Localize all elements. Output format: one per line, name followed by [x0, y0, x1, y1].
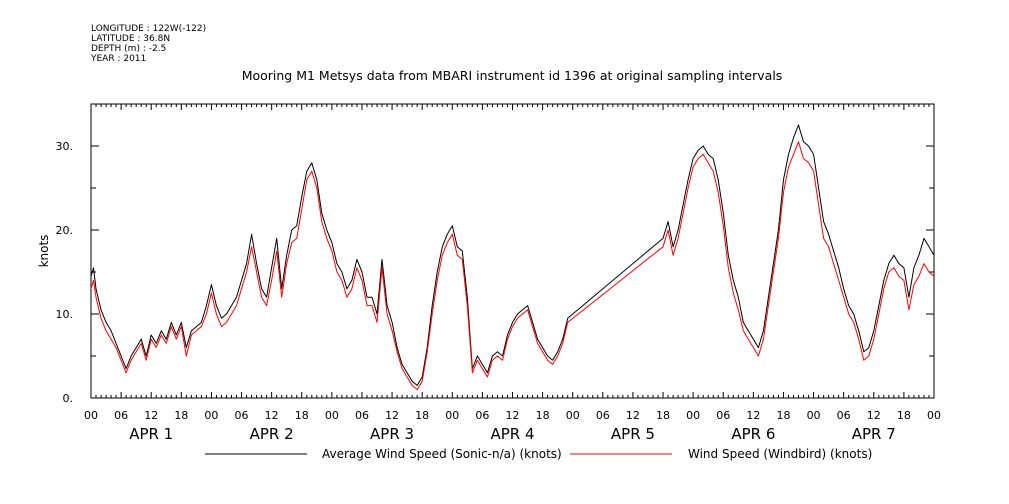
day-label: APR 1 — [129, 425, 173, 443]
series-line-average-wind-speed — [90, 124, 935, 386]
x-tick-label: 18 — [776, 409, 790, 422]
y-tick-label: 30. — [56, 140, 74, 153]
x-tick-label: 12 — [144, 409, 158, 422]
meta-latitude: LATITUDE : 36.8N — [91, 34, 170, 44]
chart-title: Mooring M1 Metsys data from MBARI instru… — [242, 68, 783, 83]
x-tick-label: 18 — [295, 409, 309, 422]
x-tick-label: 18 — [897, 409, 911, 422]
x-tick-labels: 00 06 12 18 00 06 12 18 00 06 12 18 00 06 12 18 00 06 12 18… — [84, 409, 941, 422]
day-label: APR 2 — [250, 425, 294, 443]
y-tick-labels: 0. 10. 20. 30. — [56, 140, 74, 405]
day-label: APR 7 — [852, 425, 896, 443]
y-tick-label: 20. — [56, 224, 74, 237]
x-tick-label: 00 — [325, 409, 339, 422]
x-tick-label: 00 — [84, 409, 98, 422]
y-tick-label: 0. — [63, 392, 74, 405]
x-tick-label: 12 — [746, 409, 760, 422]
plot-frame — [90, 103, 935, 399]
x-tick-label: 06 — [114, 409, 128, 422]
legend-label-windbird: Wind Speed (Windbird) (knots) — [688, 447, 872, 461]
metadata-block: LONGITUDE : 122W(-122) LATITUDE : 36.8N … — [90, 24, 206, 64]
x-tick-label: 12 — [265, 409, 279, 422]
x-tick-label: 18 — [415, 409, 429, 422]
day-label: APR 6 — [731, 425, 775, 443]
day-label: APR 5 — [611, 425, 655, 443]
x-tick-label: 00 — [807, 409, 821, 422]
day-label: APR 4 — [490, 425, 534, 443]
x-tick-label: 18 — [174, 409, 188, 422]
meta-longitude: LONGITUDE : 122W(-122) — [91, 24, 206, 34]
x-tick-label: 18 — [536, 409, 550, 422]
x-tick-label: 06 — [355, 409, 369, 422]
meta-year: YEAR : 2011 — [90, 54, 146, 64]
x-tick-label: 18 — [656, 409, 670, 422]
x-tick-label: 12 — [506, 409, 520, 422]
x-tick-label: 06 — [235, 409, 249, 422]
y-axis-label: knots — [37, 235, 51, 268]
x-tick-label: 06 — [596, 409, 610, 422]
legend-label-average: Average Wind Speed (Sonic-n/a) (knots) — [322, 447, 562, 461]
day-labels: APR 1 APR 2 APR 3 APR 4 APR 5 APR 6 APR 7 — [129, 425, 896, 443]
axis-ticks — [90, 103, 935, 399]
x-tick-label: 12 — [867, 409, 881, 422]
meta-depth: DEPTH (m) : -2.5 — [91, 44, 166, 54]
x-tick-label: 12 — [385, 409, 399, 422]
x-tick-label: 06 — [837, 409, 851, 422]
day-label: APR 3 — [370, 425, 414, 443]
series-layer — [90, 124, 935, 391]
x-tick-label: 00 — [566, 409, 580, 422]
x-tick-label: 00 — [927, 409, 941, 422]
x-tick-label: 00 — [686, 409, 700, 422]
x-tick-label: 12 — [626, 409, 640, 422]
x-tick-label: 06 — [716, 409, 730, 422]
legend: Average Wind Speed (Sonic-n/a) (knots) W… — [205, 447, 872, 461]
x-tick-label: 06 — [475, 409, 489, 422]
x-tick-label: 00 — [204, 409, 218, 422]
y-tick-label: 10. — [56, 308, 74, 321]
series-line-windbird-wind-speed — [90, 141, 935, 391]
x-tick-label: 00 — [445, 409, 459, 422]
